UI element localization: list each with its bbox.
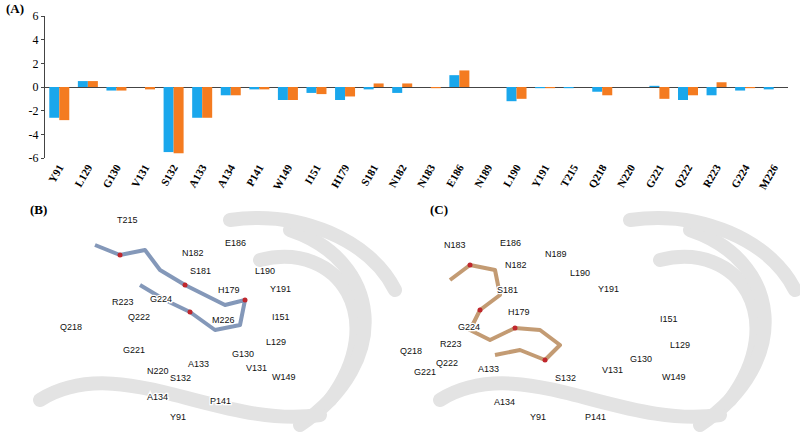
svg-text:M226: M226 [756,162,780,192]
svg-text:-4: -4 [29,128,39,142]
svg-text:E186: E186 [225,238,246,248]
svg-text:Y191: Y191 [270,284,291,294]
svg-text:V131: V131 [602,365,623,375]
svg-text:V131: V131 [129,162,152,189]
svg-text:Y91: Y91 [170,412,186,422]
svg-text:P141: P141 [244,162,266,188]
svg-text:N189: N189 [545,249,567,259]
svg-text:N220: N220 [615,162,638,190]
svg-text:A134: A134 [215,162,238,190]
svg-text:N183: N183 [444,240,466,250]
svg-text:Y91: Y91 [530,412,546,422]
svg-text:L129: L129 [266,337,286,347]
svg-text:(B): (B) [30,202,47,217]
svg-text:-6: -6 [29,151,39,165]
svg-text:L190: L190 [570,268,590,278]
svg-text:I151: I151 [272,312,290,322]
svg-text:P141: P141 [210,396,231,406]
svg-text:L129: L129 [670,340,690,350]
svg-text:Y191: Y191 [529,162,552,189]
svg-text:E186: E186 [500,238,521,248]
svg-text:V131: V131 [246,363,267,373]
svg-text:I151: I151 [660,314,678,324]
svg-text:W149: W149 [662,372,686,382]
svg-text:T215: T215 [558,162,581,189]
svg-text:A133: A133 [188,359,209,369]
svg-text:H179: H179 [218,285,240,295]
svg-text:H179: H179 [329,162,352,190]
svg-text:-2: -2 [29,104,39,118]
svg-text:L129: L129 [72,162,95,189]
svg-text:G130: G130 [630,354,652,364]
svg-text:S132: S132 [555,373,576,383]
svg-text:G224: G224 [458,322,480,332]
svg-text:S181: S181 [190,266,211,276]
svg-text:G224: G224 [150,294,172,304]
svg-text:G130: G130 [100,162,123,190]
svg-text:H179: H179 [508,307,530,317]
svg-text:A134: A134 [494,397,515,407]
html-text:(A): (A) [6,1,24,16]
svg-text:G224: G224 [729,162,752,190]
svg-text:Q222: Q222 [436,358,458,368]
svg-text:Q222: Q222 [672,162,695,190]
svg-text:I151: I151 [302,162,323,186]
svg-text:G221: G221 [123,345,145,355]
svg-text:Q218: Q218 [586,162,609,190]
svg-text:N189: N189 [472,162,495,190]
svg-text:S132: S132 [170,373,191,383]
svg-text:S181: S181 [497,285,518,295]
svg-text:R223: R223 [700,162,723,190]
svg-text:W149: W149 [270,162,294,192]
svg-text:A134: A134 [147,392,168,402]
svg-text:A133: A133 [186,162,209,190]
svg-text:L190: L190 [255,266,275,276]
svg-text:G221: G221 [414,367,436,377]
svg-text:W149: W149 [272,372,296,382]
svg-text:P141: P141 [585,412,606,422]
svg-text:6: 6 [33,9,39,23]
svg-text:R223: R223 [440,339,462,349]
svg-text:E186: E186 [444,162,467,189]
svg-text:L190: L190 [501,162,524,189]
svg-text:Q218: Q218 [60,322,82,332]
svg-text:N182: N182 [386,162,409,190]
svg-text:0: 0 [33,80,39,94]
svg-text:N220: N220 [147,366,169,376]
svg-text:N182: N182 [505,260,527,270]
svg-text:M226: M226 [212,315,235,325]
svg-text:(C): (C) [430,202,448,217]
svg-text:2: 2 [33,57,39,71]
svg-text:A133: A133 [478,364,499,374]
svg-text:G130: G130 [232,349,254,359]
svg-text:G221: G221 [643,162,666,190]
svg-text:R223: R223 [112,297,134,307]
svg-text:S132: S132 [158,162,180,188]
svg-text:Q218: Q218 [400,346,422,356]
svg-text:N183: N183 [415,162,438,190]
svg-text:S181: S181 [358,162,380,188]
svg-text:Q222: Q222 [128,312,150,322]
svg-text:N182: N182 [182,248,204,258]
svg-text:Y191: Y191 [598,284,619,294]
svg-text:Y91: Y91 [46,162,66,184]
svg-text:T215: T215 [117,215,138,225]
svg-text:4: 4 [33,33,39,47]
